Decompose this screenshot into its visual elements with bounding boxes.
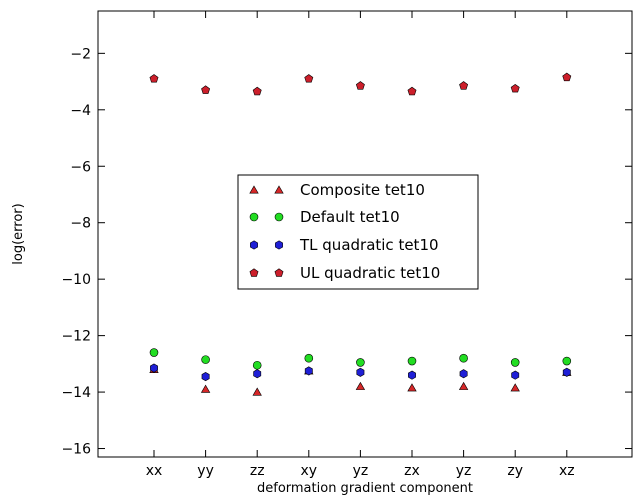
data-point-series-2: [304, 366, 313, 376]
data-point-series-3: [407, 86, 417, 96]
y-tick-label: −16: [61, 442, 91, 458]
data-point-series-1: [201, 355, 210, 364]
x-axis-label: deformation gradient component: [257, 481, 473, 496]
x-tick-label: zy: [507, 463, 523, 479]
data-point-series-3: [149, 74, 159, 83]
data-point-series-1: [356, 358, 365, 367]
legend-markers: [249, 185, 284, 277]
data-point-series-2: [201, 372, 210, 382]
x-tick-label: xx: [146, 463, 163, 479]
y-tick-label: −2: [70, 46, 91, 62]
data-point-series-3: [252, 86, 262, 96]
data-point-series-2: [408, 370, 416, 380]
y-axis-label: log(error): [11, 203, 26, 264]
legend-marker-0: [249, 185, 259, 194]
legend-marker-0: [274, 185, 284, 194]
x-tick-label: xy: [301, 463, 318, 479]
y-tick-label: −8: [70, 216, 91, 232]
x-tick-label: yz: [353, 463, 369, 479]
y-tick-label: −4: [70, 103, 91, 119]
legend-label-ul: UL quadratic tet10: [300, 264, 440, 282]
x-tick-label: zx: [404, 463, 420, 479]
y-tick-label: −6: [70, 159, 91, 175]
data-point-series-1: [304, 353, 314, 363]
data-point-series-0: [510, 383, 520, 392]
data-point-series-3: [201, 85, 211, 94]
legend-marker-1: [249, 212, 259, 222]
y-tick-label: −12: [61, 329, 91, 345]
legend-label-default: Default tet10: [300, 208, 400, 226]
data-points: [149, 72, 572, 396]
legend-marker-3: [274, 268, 284, 277]
data-point-series-1: [149, 348, 159, 357]
data-point-series-0: [458, 381, 469, 390]
data-point-series-2: [459, 369, 468, 379]
data-point-series-1: [510, 358, 520, 367]
data-point-series-2: [253, 369, 262, 379]
data-point-series-0: [200, 384, 211, 393]
data-point-series-3: [562, 72, 572, 82]
data-point-series-3: [304, 74, 314, 83]
data-point-series-2: [356, 367, 365, 377]
data-point-series-3: [510, 83, 520, 93]
legend-label-composite: Composite tet10: [300, 181, 425, 199]
legend-marker-2: [250, 240, 258, 250]
data-point-series-1: [252, 360, 262, 370]
data-point-series-0: [355, 381, 366, 390]
data-point-series-1: [459, 353, 468, 363]
x-tick-label: yz: [456, 463, 472, 479]
legend-marker-3: [249, 268, 259, 277]
data-point-series-3: [355, 81, 365, 90]
y-tick-label: −10: [61, 272, 91, 288]
x-tick-label: yy: [197, 463, 214, 479]
y-tick-label: −14: [61, 385, 91, 401]
legend-marker-1: [274, 212, 284, 222]
x-tick-label: xz: [559, 463, 575, 479]
legend-marker-2: [275, 240, 283, 250]
data-point-series-1: [407, 356, 417, 366]
data-point-series-2: [562, 367, 571, 377]
legend-label-tl: TL quadratic tet10: [299, 236, 439, 254]
y-axis: −2 −4 −6 −8 −10 −12 −14 −16: [61, 46, 632, 458]
data-point-series-1: [562, 356, 572, 366]
data-point-series-0: [252, 387, 262, 396]
legend: Composite tet10 Default tet10 TL quadrat…: [237, 174, 479, 290]
data-point-series-0: [407, 383, 417, 392]
data-point-series-2: [150, 363, 158, 373]
x-axis: xx yy zz xy yz zx yz zy xz: [146, 11, 575, 479]
data-point-series-3: [459, 81, 469, 90]
data-point-series-2: [511, 370, 520, 380]
x-tick-label: zz: [250, 463, 265, 479]
